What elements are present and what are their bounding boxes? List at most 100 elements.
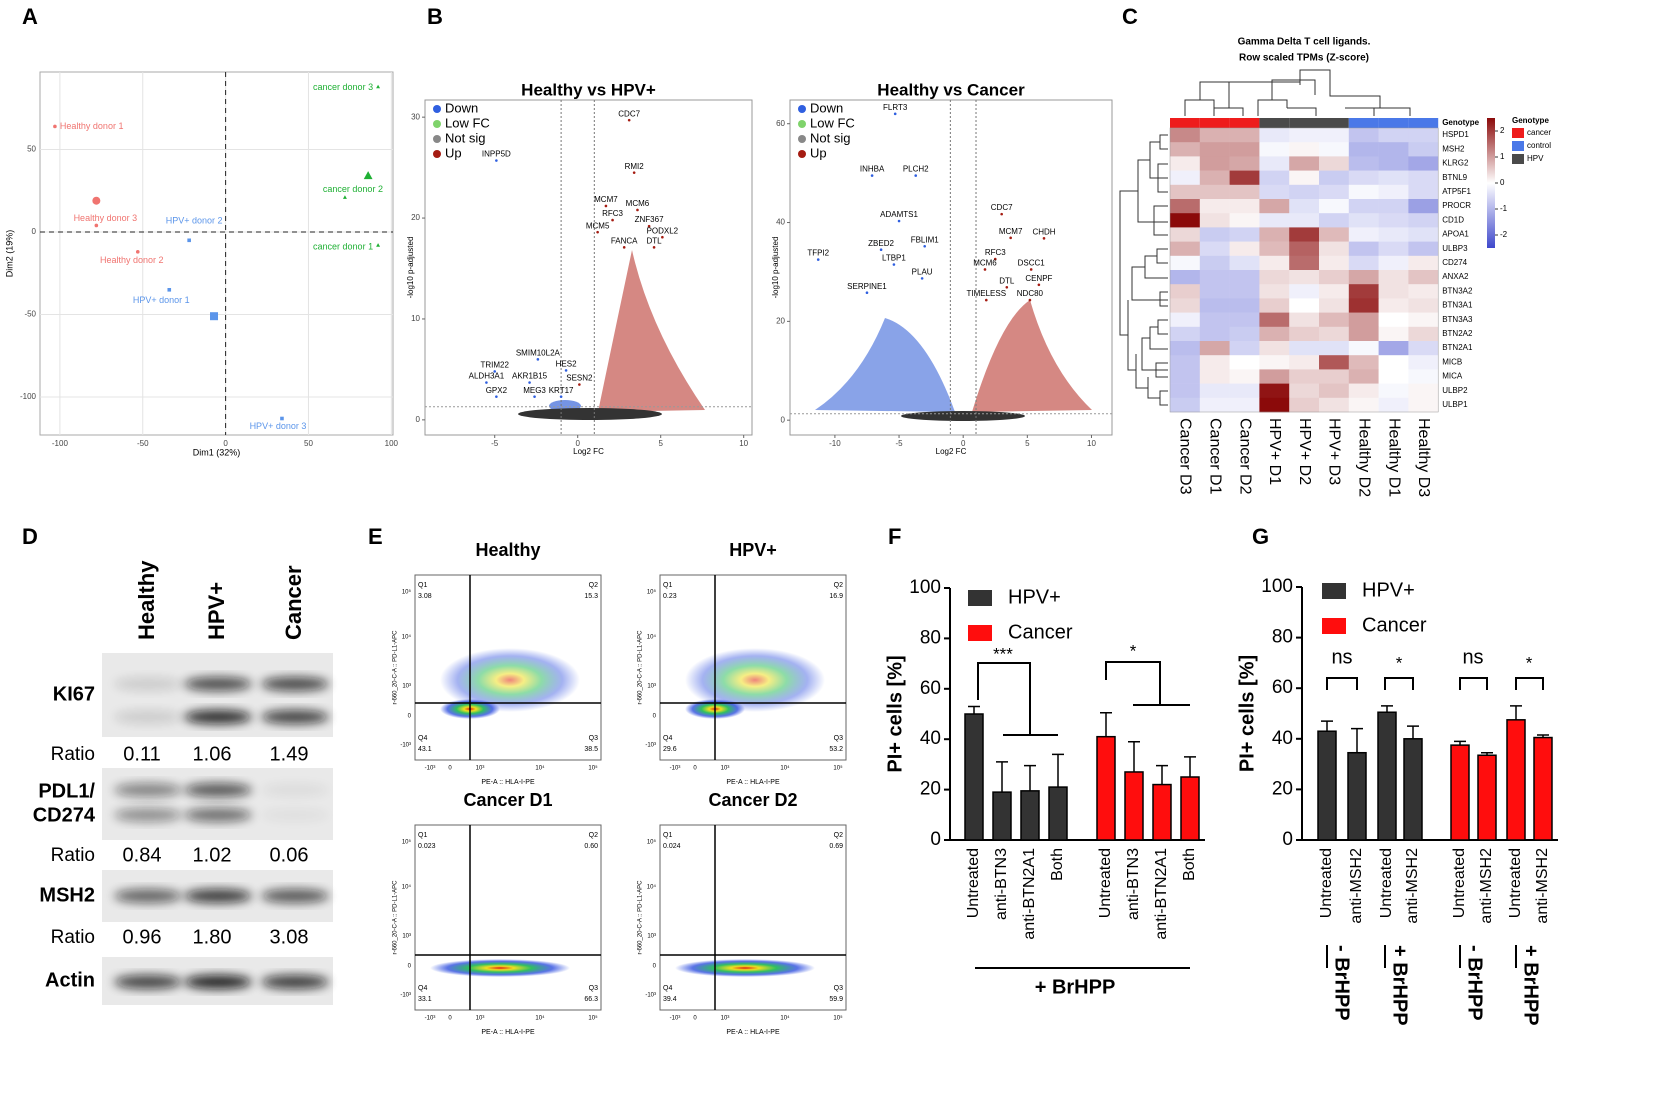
heatmap-cell	[1319, 213, 1350, 228]
heatmap-cell	[1378, 284, 1409, 299]
legend-swatch	[968, 625, 992, 641]
point	[536, 358, 540, 361]
x-axis-label: Log2 FC	[573, 447, 604, 456]
blot-band	[114, 889, 182, 903]
column-label: HPV+ D3	[1326, 418, 1343, 485]
heatmap-cell	[1199, 156, 1230, 171]
x-axis-label: PE-A :: HLA-I-PE	[726, 779, 780, 786]
gene-label: PLCH2	[903, 165, 929, 174]
heatmap-cell	[1408, 156, 1439, 171]
point-label: HPV+ donor 2	[166, 216, 223, 226]
ratio-label: Ratio	[51, 927, 95, 948]
y-tick-label: 0	[416, 415, 421, 424]
quadrant-label: Q3	[834, 985, 843, 992]
quadrant-label: Q2	[834, 582, 843, 589]
heatmap-cell	[1319, 298, 1350, 313]
row-label: BTNL9	[1442, 173, 1467, 182]
heatmap-cell	[1259, 397, 1290, 413]
heatmap-cell	[1408, 298, 1439, 313]
row-label: BTN2A2	[1442, 329, 1473, 338]
quadrant-label: Q4	[418, 985, 427, 992]
heatmap-cell	[1408, 326, 1439, 342]
column-label: HPV+ D2	[1296, 418, 1313, 485]
x-tick-label: Untreated	[1507, 848, 1524, 918]
ratio-value: 1.06	[193, 743, 232, 765]
chart-title: Healthy vs HPV+	[521, 80, 656, 99]
heatmap-cell	[1319, 341, 1350, 356]
genotype-cell	[1319, 118, 1349, 128]
heatmap-cell	[1289, 326, 1320, 342]
y-tick-label: 0	[930, 829, 941, 850]
point	[632, 171, 636, 174]
heatmap-cell	[1229, 142, 1260, 157]
blot-strip	[102, 653, 333, 737]
heatmap-cell	[1289, 397, 1320, 413]
point	[564, 369, 568, 372]
genotype-cell	[1259, 118, 1290, 128]
point	[210, 312, 219, 321]
heatmap-cell	[1170, 227, 1201, 242]
x-axis-label: Log2 FC	[936, 447, 967, 456]
heatmap-cell	[1259, 255, 1290, 271]
heatmap-cell	[1199, 298, 1230, 313]
legend-label: cancer	[1527, 128, 1551, 137]
ratio-value: 1.49	[270, 743, 309, 765]
heatmap-cell	[1289, 128, 1320, 143]
column-label: Healthy D2	[1355, 418, 1372, 497]
ratio-label: Ratio	[51, 744, 95, 765]
density-shade	[440, 648, 580, 712]
heatmap-cell	[1378, 255, 1409, 271]
x-tick-label: 0	[693, 1016, 697, 1022]
heatmap-cell	[1289, 241, 1320, 257]
y-tick-label: 10³	[402, 934, 411, 940]
blot-band	[114, 975, 182, 989]
point	[983, 268, 987, 271]
y-axis-label: r-660_20-C-A :: PD-L1-APC	[393, 880, 399, 955]
blot-band	[261, 783, 329, 797]
genotype-cell	[1408, 118, 1439, 128]
legend-label: HPV+	[1362, 579, 1415, 601]
x-tick-label: 0	[575, 439, 580, 448]
error-bar	[1407, 725, 1419, 739]
heatmap-cell	[1170, 199, 1201, 214]
point	[870, 174, 874, 177]
column-label: HPV+ D1	[1266, 418, 1283, 485]
heatmap-cell	[1289, 383, 1320, 399]
heatmap-cell	[1408, 312, 1439, 328]
x-tick-label: Untreated	[965, 848, 982, 918]
heatmap-cell	[1348, 270, 1379, 285]
point	[816, 258, 820, 261]
y-tick-label: 10⁵	[647, 839, 657, 846]
heatmap-cell	[1348, 241, 1379, 257]
legend-label: Up	[445, 145, 462, 160]
x-tick-label: 10⁴	[535, 765, 545, 772]
x-tick-label: anti-MSH2	[1478, 848, 1495, 924]
x-axis-label: PE-A :: HLA-I-PE	[726, 1029, 780, 1036]
point-label: Healthy donor 1	[60, 121, 124, 131]
legend-label: Cancer	[1362, 614, 1427, 636]
panel-letter: D	[22, 524, 38, 549]
column-label: Healthy D3	[1415, 418, 1432, 497]
group-label: + BrHPP	[1520, 945, 1542, 1026]
legend-swatch	[798, 150, 806, 158]
gene-label: GPX2	[486, 386, 508, 395]
genotype-cell	[1289, 118, 1319, 128]
heatmap-cell	[1199, 326, 1230, 342]
colorbar-tick-label: -2	[1500, 230, 1508, 239]
heatmap-cell	[1259, 284, 1290, 299]
heatmap-cell	[1229, 184, 1260, 200]
bar	[1152, 783, 1172, 841]
chart-title: Gamma Delta T cell ligands.	[1238, 37, 1371, 48]
bar	[964, 713, 984, 841]
quadrant-value: 16.9	[829, 593, 843, 600]
quadrant-value: 38.5	[584, 746, 598, 753]
x-tick-label: 10³	[721, 1016, 730, 1022]
heatmap-cell	[1408, 270, 1439, 285]
point	[528, 381, 531, 384]
quadrant-label: Q1	[663, 582, 672, 589]
heatmap-cell	[1348, 341, 1379, 356]
y-tick-label: 10⁵	[402, 839, 412, 846]
point	[376, 84, 381, 89]
heatmap-cell	[1348, 298, 1379, 313]
heatmap-cell	[1408, 369, 1439, 384]
